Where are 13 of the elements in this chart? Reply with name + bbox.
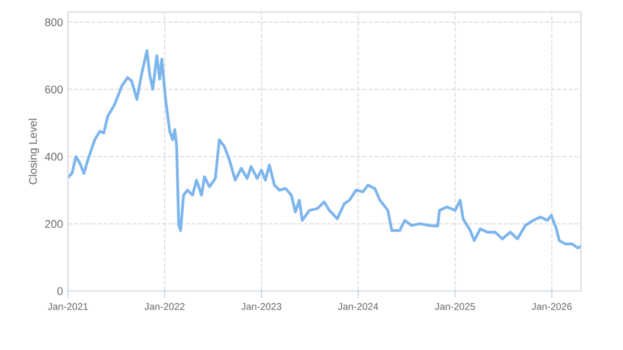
y-tick-label: 0 [57, 287, 63, 296]
y-tick-label: 200 [45, 220, 63, 228]
x-tick-label: Jan-2025 [435, 303, 475, 310]
y-tick-label: 800 [45, 18, 63, 26]
y-axis-title: Closing Level [28, 118, 40, 184]
line-series [68, 49, 581, 250]
x-tick-label: Jan-2024 [338, 303, 378, 310]
x-tick-label: Jan-2022 [144, 303, 184, 310]
x-tick-label: Jan-2023 [241, 303, 282, 310]
x-tick-label: Jan-2021 [48, 303, 88, 310]
y-tick-label: 400 [44, 152, 63, 161]
x-tick-label: Jan-2026 [532, 303, 572, 310]
y-tick-label: 600 [45, 86, 63, 94]
